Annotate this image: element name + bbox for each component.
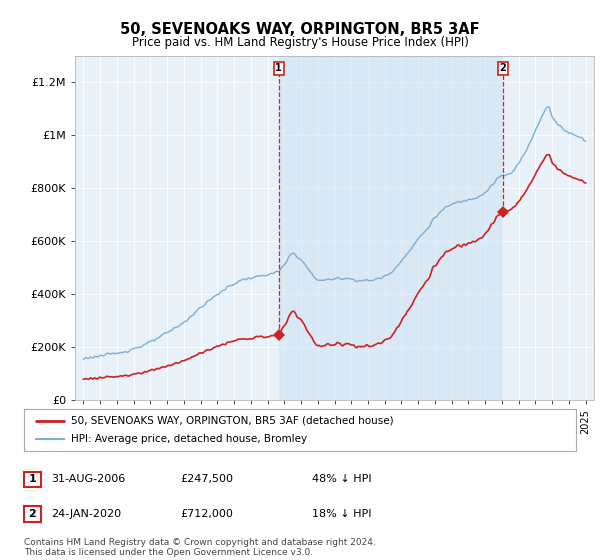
Text: 50, SEVENOAKS WAY, ORPINGTON, BR5 3AF: 50, SEVENOAKS WAY, ORPINGTON, BR5 3AF (120, 22, 480, 38)
Text: 1: 1 (29, 474, 36, 484)
Text: HPI: Average price, detached house, Bromley: HPI: Average price, detached house, Brom… (71, 434, 307, 444)
Text: 31-AUG-2006: 31-AUG-2006 (51, 474, 125, 484)
Text: 2: 2 (500, 63, 506, 73)
Text: 50, SEVENOAKS WAY, ORPINGTON, BR5 3AF (detached house): 50, SEVENOAKS WAY, ORPINGTON, BR5 3AF (d… (71, 416, 394, 426)
Text: 18% ↓ HPI: 18% ↓ HPI (312, 509, 371, 519)
Text: 2: 2 (29, 509, 36, 519)
Text: 48% ↓ HPI: 48% ↓ HPI (312, 474, 371, 484)
Bar (278, 56, 503, 400)
Text: 24-JAN-2020: 24-JAN-2020 (51, 509, 121, 519)
Text: Contains HM Land Registry data © Crown copyright and database right 2024.
This d: Contains HM Land Registry data © Crown c… (24, 538, 376, 557)
Text: £712,000: £712,000 (180, 509, 233, 519)
Text: £247,500: £247,500 (180, 474, 233, 484)
Text: 1: 1 (275, 63, 282, 73)
Text: Price paid vs. HM Land Registry's House Price Index (HPI): Price paid vs. HM Land Registry's House … (131, 36, 469, 49)
